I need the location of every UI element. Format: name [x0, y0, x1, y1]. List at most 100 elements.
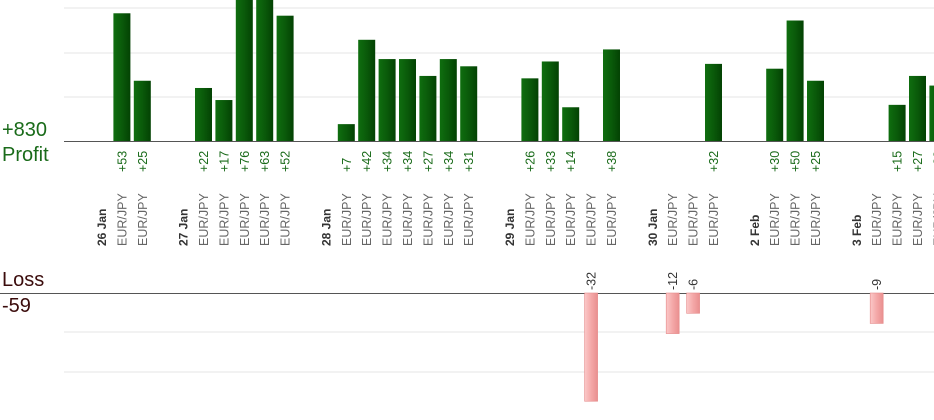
axes	[0, 141, 934, 294]
profit-value-label: +33	[544, 151, 558, 172]
profit-value-label: +52	[279, 151, 293, 172]
date-label: 2 Feb	[748, 215, 762, 246]
profit-bar	[562, 107, 580, 141]
date-label: 28 Jan	[319, 209, 333, 246]
profit-bar	[256, 0, 274, 141]
bars	[113, 0, 934, 402]
profit-bar	[195, 87, 212, 141]
labels: 26 Jan EUR/JPY +53 EUR/JPY +25 27 Jan EUR/JPY +…	[95, 151, 934, 290]
pair-label: EUR/JPY	[136, 193, 150, 246]
profit-value-label: +7	[340, 158, 354, 172]
profit-value-label: +32	[707, 151, 721, 172]
profit-bar	[541, 61, 559, 141]
pair-label: EUR/JPY	[217, 193, 231, 246]
profit-value-label: +76	[238, 151, 252, 172]
profit-value-label: +38	[605, 151, 619, 172]
pair-label: EUR/JPY	[421, 193, 435, 246]
profit-bar	[807, 80, 824, 141]
profit-total: +830	[2, 119, 48, 141]
profit-bar	[419, 75, 437, 141]
profit-bar	[337, 124, 355, 141]
profit-bar	[133, 80, 151, 141]
profit-value-label: +15	[891, 151, 905, 172]
profit-value-label: +34	[401, 151, 415, 172]
pair-label: EUR/JPY	[870, 193, 884, 246]
profit-bar	[603, 49, 620, 141]
pair-label: EUR/JPY	[401, 193, 415, 246]
pair-label: EUR/JPY	[666, 193, 680, 246]
pair-label: EUR/JPY	[197, 193, 211, 246]
loss-bar	[686, 292, 700, 314]
profit-bar	[460, 66, 478, 141]
profit-value-label: +50	[789, 151, 803, 172]
pair-label: EUR/JPY	[523, 193, 537, 246]
profit-value-label: +42	[360, 151, 374, 172]
profit-value-label: +17	[217, 151, 231, 172]
profit-bar	[909, 75, 926, 141]
profit-bar	[929, 85, 934, 141]
pair-label: EUR/JPY	[789, 193, 803, 246]
profit-bar	[358, 39, 376, 142]
pair-label: EUR/JPY	[687, 193, 701, 246]
pair-label: EUR/JPY	[768, 193, 782, 246]
profit-value-label: +53	[115, 151, 129, 172]
pair-label: EUR/JPY	[238, 193, 252, 246]
date-label: 27 Jan	[177, 209, 191, 246]
pair-label: EUR/JPY	[911, 193, 925, 246]
profit-value-label: +14	[564, 151, 578, 172]
pair-label: EUR/JPY	[115, 193, 129, 246]
profit-value-label: +30	[768, 151, 782, 172]
profit-value-label: +27	[421, 151, 435, 172]
profit-bar	[235, 0, 253, 141]
pair-label: EUR/JPY	[340, 193, 354, 246]
pair-label: EUR/JPY	[462, 193, 476, 246]
profit-bar	[439, 59, 457, 141]
pair-label: EUR/JPY	[605, 193, 619, 246]
loss-bar	[869, 292, 884, 324]
profit-value-label: +31	[462, 151, 476, 172]
pair-label: EUR/JPY	[258, 193, 272, 246]
date-label: 3 Feb	[850, 215, 864, 246]
profit-bar	[276, 15, 294, 142]
pair-label: EUR/JPY	[360, 193, 374, 246]
profit-value-label: +63	[258, 151, 272, 172]
pair-label: EUR/JPY	[381, 193, 395, 246]
loss-value-label: -6	[687, 279, 701, 290]
profit-bar	[786, 20, 804, 142]
profit-bar	[705, 63, 722, 141]
profit-value-label: +22	[197, 151, 211, 172]
loss-label: Loss	[2, 269, 45, 291]
pair-label: EUR/JPY	[809, 193, 823, 246]
pair-label: EUR/JPY	[544, 193, 558, 246]
pair-label: EUR/JPY	[585, 193, 599, 246]
date-label: 26 Jan	[95, 209, 109, 246]
pair-label: EUR/JPY	[931, 193, 934, 246]
loss-bar	[584, 292, 598, 402]
profit-value-label: +34	[381, 151, 395, 172]
profit-value-label: +27	[911, 151, 925, 172]
loss-value-label: -32	[585, 272, 599, 290]
loss-value-label: -12	[666, 272, 680, 290]
profit-value-label: +26	[523, 151, 537, 172]
pair-label: EUR/JPY	[442, 193, 456, 246]
profit-value-label: +25	[809, 151, 823, 172]
loss-total: -59	[2, 295, 31, 317]
profit-value-label: +34	[442, 151, 456, 172]
profit-value-label: +23	[931, 151, 934, 172]
pair-label: EUR/JPY	[891, 193, 905, 246]
profit-value-label: +25	[136, 151, 150, 172]
profit-bar	[399, 59, 416, 141]
date-label: 30 Jan	[646, 209, 660, 246]
date-label: 29 Jan	[503, 209, 517, 246]
profit-bar	[766, 68, 784, 141]
profit-bar	[113, 13, 131, 142]
profit-bar	[378, 59, 396, 141]
profit-bar	[215, 100, 233, 141]
pair-label: EUR/JPY	[564, 193, 578, 246]
loss-value-label: -9	[870, 279, 884, 290]
profit-bar	[521, 78, 539, 141]
profit-bar	[888, 104, 906, 141]
pair-label: EUR/JPY	[279, 193, 293, 246]
pair-label: EUR/JPY	[707, 193, 721, 246]
